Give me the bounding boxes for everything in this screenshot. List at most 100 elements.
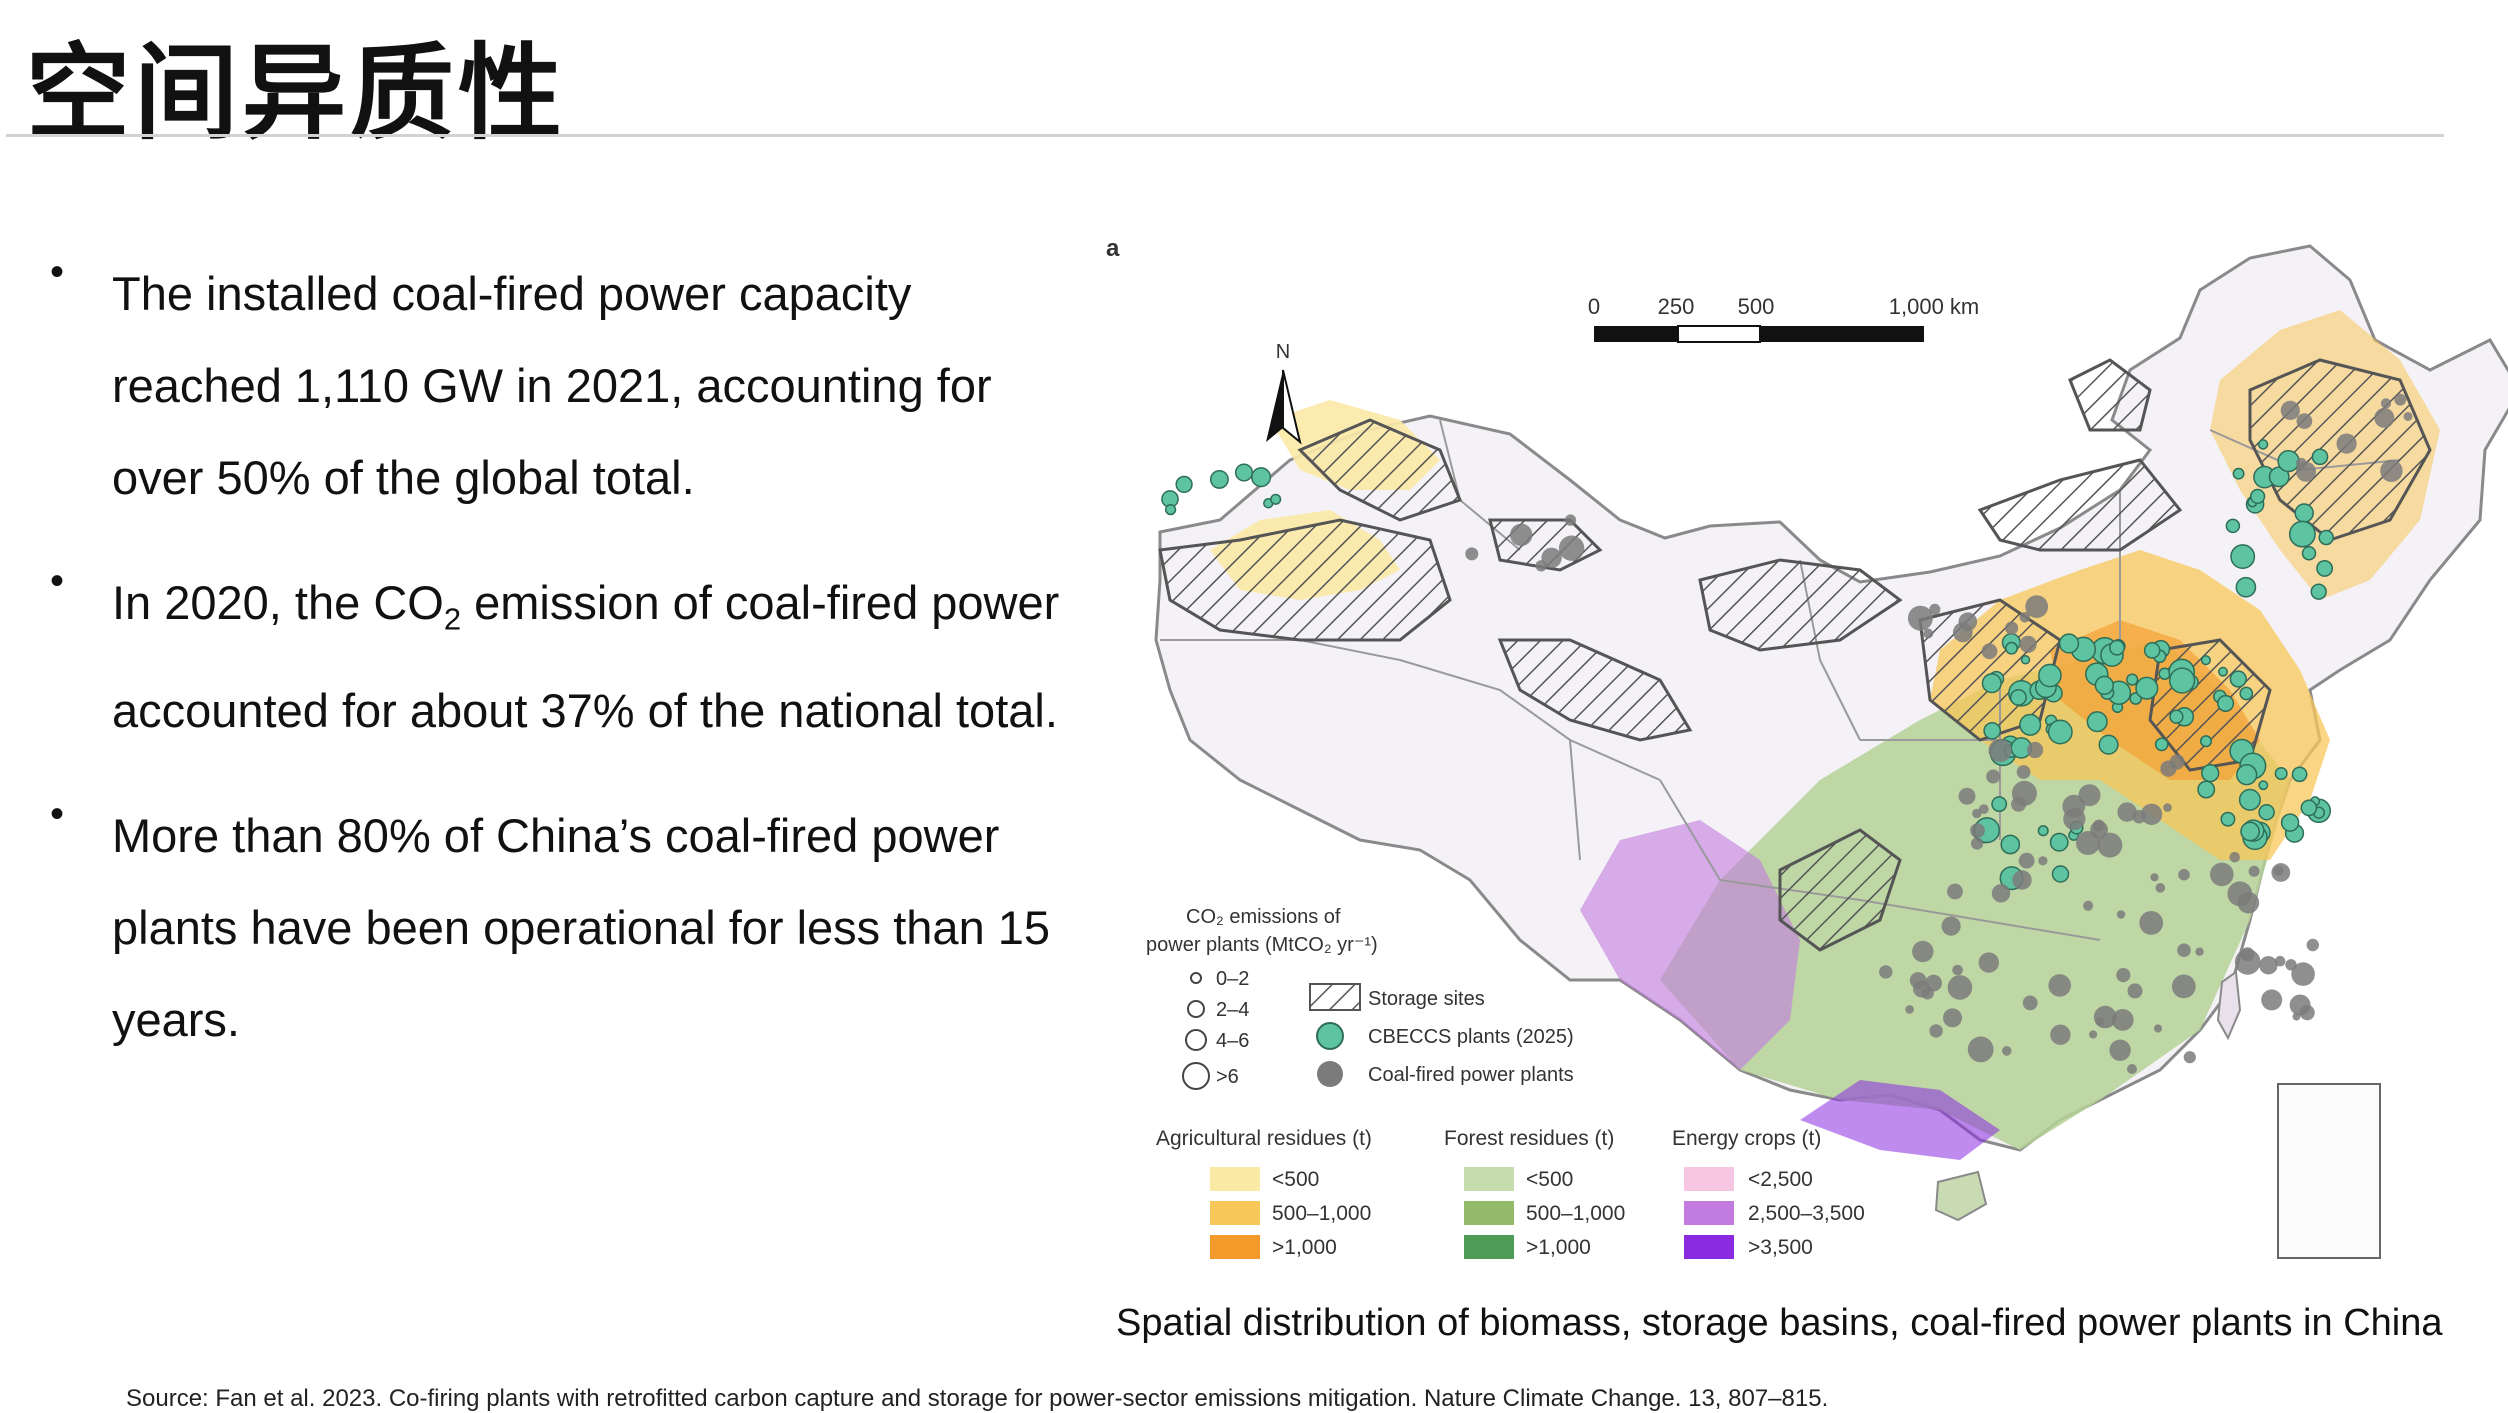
size-4-6-icon <box>1185 1029 1207 1051</box>
coal-plant-marker <box>1541 547 1562 568</box>
agri-item-high: >1,000 <box>1272 1236 1337 1259</box>
bullet-item: • In 2020, the CO2 emission of coal-fire… <box>40 557 1080 757</box>
cbeccs-plant-marker <box>2201 763 2220 783</box>
cbeccs-plant-marker <box>2310 583 2327 600</box>
cbeccs-plant-marker <box>1251 467 1272 488</box>
energy-item-high: >3,500 <box>1748 1236 1813 1259</box>
coal-plant-marker <box>2019 612 2031 623</box>
cbeccs-plant-marker <box>2197 780 2216 799</box>
coal-legend-icon <box>1317 1061 1343 1087</box>
coal-plant-marker <box>1952 622 1973 643</box>
bullet-dot-icon: • <box>50 250 65 294</box>
scale-tick-1000: 1,000 km <box>1889 294 1980 319</box>
coal-plant-marker <box>2097 832 2123 858</box>
agri-item-low: <500 <box>1272 1168 1319 1191</box>
cbeccs-plant-marker <box>1164 503 1177 516</box>
figure-caption: Spatial distribution of biomass, storage… <box>1116 1302 2443 1344</box>
bullet-text: In 2020, the CO2 emission of coal-fired … <box>112 557 1080 757</box>
cbeccs-plant-marker <box>1981 673 2002 694</box>
coal-plant-marker <box>2336 433 2357 454</box>
coal-plant-marker <box>2150 873 2159 882</box>
coal-plant-marker <box>1943 1008 1962 1028</box>
energy-swatch-low <box>1684 1167 1734 1191</box>
coal-plant-marker <box>1929 603 1941 615</box>
cbeccs-plant-marker <box>2143 642 2161 659</box>
cbeccs-plant-marker <box>1209 469 1229 489</box>
emission-class-2: 4–6 <box>1216 1030 1249 1052</box>
cbeccs-plant-marker <box>2109 639 2125 656</box>
coal-plant-marker <box>1941 916 1961 936</box>
coal-plant-marker <box>2050 1024 2071 1045</box>
energy-crop-area <box>1580 820 1800 1070</box>
coal-plant-marker <box>2195 947 2204 956</box>
coal-plant-marker <box>2177 943 2191 957</box>
coal-plant-marker <box>2090 820 2108 839</box>
cbeccs-plant-marker <box>2049 832 2069 852</box>
cbeccs-plant-marker <box>2220 811 2236 827</box>
emission-class-3: >6 <box>1216 1066 1239 1088</box>
cbeccs-plant-marker <box>2239 686 2254 701</box>
coal-plant-marker <box>2140 803 2163 825</box>
scale-bar: 0 250 500 1,000 km <box>1588 294 1980 343</box>
source-citation: Source: Fan et al. 2023. Co-firing plant… <box>126 1385 1829 1412</box>
coal-plant-marker <box>2078 784 2101 807</box>
coal-plant-marker <box>2116 910 2126 919</box>
cbeccs-plant-marker <box>1175 475 1193 494</box>
cbeccs-plant-marker <box>2229 670 2247 688</box>
coal-plant-marker <box>2171 974 2196 999</box>
coal-plant-marker <box>2169 754 2185 770</box>
coal-plant-marker <box>2048 974 2071 997</box>
storage-legend-label: Storage sites <box>1368 988 1485 1010</box>
scale-tick-250: 250 <box>1658 294 1695 319</box>
coal-plant-marker <box>2291 962 2315 986</box>
coal-plant-marker <box>2273 865 2284 876</box>
coal-plant-marker <box>1558 535 1585 561</box>
cbeccs-plant-marker <box>2168 667 2196 694</box>
cbeccs-plant-marker <box>2274 766 2288 781</box>
energy-legend-title: Energy crops (t) <box>1672 1127 1821 1150</box>
coal-plant-marker <box>2374 407 2395 428</box>
cbeccs-plant-marker <box>1270 493 1282 505</box>
coal-plant-marker <box>2210 862 2234 887</box>
cbeccs-plant-marker <box>2058 633 2080 654</box>
bullet-item: • More than 80% of China’s coal-fired po… <box>40 790 1080 1066</box>
coal-plant-marker <box>1564 514 1577 526</box>
china-map-svg: a <box>1106 235 2508 1259</box>
coal-plant-marker <box>1947 975 1973 1000</box>
cbeccs-plant-marker <box>2169 709 2184 724</box>
bullet-dot-icon: • <box>50 559 65 603</box>
forest-swatch-high <box>1464 1235 1514 1259</box>
coal-plant-marker <box>1970 823 1985 838</box>
coal-plant-marker <box>2403 412 2413 421</box>
bullet-text-pre: In 2020, the CO <box>112 576 444 629</box>
coal-plant-marker <box>2227 881 2253 907</box>
coal-plant-marker <box>2139 911 2164 935</box>
coal-plant-marker <box>2025 595 2049 618</box>
cbeccs-plant-marker <box>2291 766 2308 783</box>
cbeccs-legend-label: CBECCS plants (2025) <box>1368 1026 1574 1048</box>
biomass-legend: Agricultural residues (t) <500 500–1,000… <box>1156 1127 1865 1259</box>
cbeccs-plant-marker <box>2020 655 2031 665</box>
cbeccs-plant-marker <box>1234 463 1254 482</box>
coal-plant-marker <box>2229 851 2240 863</box>
coal-plant-marker <box>2095 1017 2105 1026</box>
cbeccs-legend-icon <box>1316 1022 1344 1050</box>
coal-plant-marker <box>2306 938 2319 952</box>
coal-plant-marker <box>1905 1005 1914 1014</box>
coal-plant-marker <box>2178 868 2190 881</box>
coal-plant-marker <box>1510 523 1533 546</box>
coal-plant-marker <box>1465 547 1479 561</box>
cbeccs-plant-marker <box>2009 688 2027 706</box>
coal-plant-marker <box>1978 804 1989 814</box>
cbeccs-plant-marker <box>2294 503 2314 523</box>
coal-plant-marker <box>2259 956 2278 975</box>
cbeccs-plant-marker <box>2257 439 2269 450</box>
coal-legend-label: Coal-fired power plants <box>1368 1064 1574 1086</box>
coal-plant-marker <box>1991 884 2011 903</box>
scale-tick-500: 500 <box>1738 294 1775 319</box>
cbeccs-plant-marker <box>2126 673 2139 686</box>
cbeccs-plant-marker <box>2051 865 2070 883</box>
cbeccs-plant-marker <box>2280 813 2300 832</box>
cbeccs-plant-marker <box>2318 529 2334 546</box>
north-arrow-icon: N <box>1266 341 1302 445</box>
